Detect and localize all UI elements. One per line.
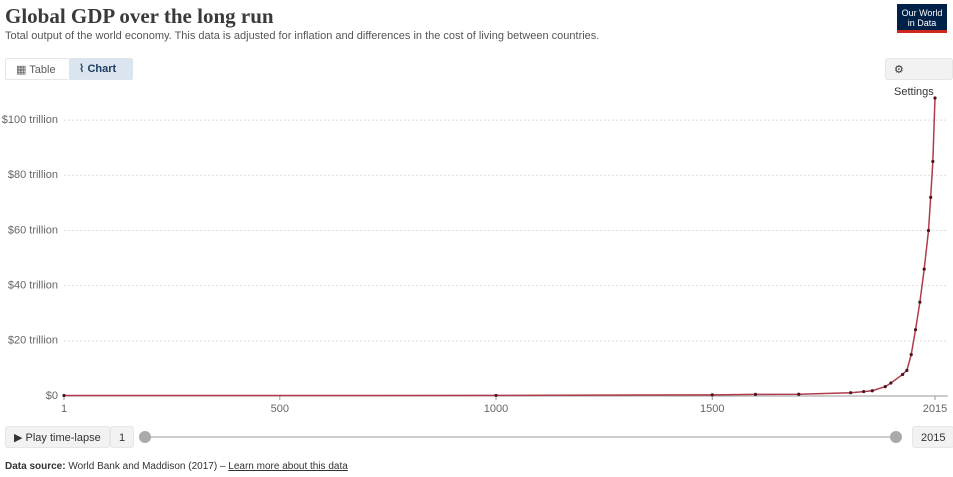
timeline-handle[interactable] — [890, 431, 902, 443]
data-point — [926, 228, 931, 233]
logo-line: Our World — [901, 8, 943, 18]
play-label: Play time-lapse — [25, 432, 101, 444]
source-label: Data source: — [5, 461, 66, 472]
tab-label: Chart — [87, 63, 117, 75]
data-point — [929, 195, 933, 199]
data-point — [931, 159, 935, 164]
x-tick-label: 1 — [61, 403, 67, 415]
data-point — [918, 300, 922, 304]
tab-label: Table — [29, 64, 56, 76]
title: Global GDP over the long run — [5, 4, 274, 28]
tab-chart[interactable]: ⌇ Chart — [69, 58, 133, 80]
y-tick-label: $100 trillion — [2, 114, 58, 126]
y-tick-label: $60 trillion — [8, 224, 58, 236]
data-point — [883, 385, 887, 389]
source: World Bank and Maddison (2017) — [68, 461, 218, 472]
x-tick-label: 500 — [271, 403, 289, 415]
data-point — [870, 389, 874, 393]
learn-more[interactable]: Learn more about this data — [228, 461, 348, 472]
data-line — [63, 97, 936, 397]
timeline-handle[interactable] — [139, 431, 151, 443]
data-point — [797, 392, 801, 396]
y-tick-label: $0 — [46, 390, 58, 402]
x-tick-label: 2015 — [923, 403, 947, 415]
settings-label: Settings — [894, 86, 934, 98]
logo[interactable]: Our World in Data — [897, 4, 947, 33]
timeline-start: 1 — [110, 426, 135, 448]
play-button[interactable]: ▶ Play time-lapse — [5, 426, 110, 448]
separator: – — [219, 461, 226, 472]
subtitle: Total output of the world economy. This … — [5, 30, 600, 42]
data-point — [933, 96, 937, 100]
data-point — [753, 392, 758, 396]
data-point — [889, 381, 893, 385]
x-tick-label: 1500 — [700, 403, 724, 415]
x-tick-label: 1000 — [484, 403, 508, 415]
y-tick-label: $20 trillion — [8, 335, 58, 347]
data-point — [922, 267, 926, 271]
data-point — [909, 353, 913, 357]
data-point — [862, 389, 866, 394]
tab-table[interactable]: ▦ Table — [5, 58, 69, 80]
timeline-end: 2015 — [912, 426, 953, 448]
y-tick-label: $40 trillion — [8, 280, 58, 292]
logo-line: in Data — [907, 18, 937, 28]
data-point — [710, 393, 714, 397]
data-point — [905, 368, 909, 372]
data-point — [62, 393, 66, 398]
data-point — [494, 393, 498, 398]
y-tick-label: $80 trillion — [8, 169, 58, 181]
data-point — [913, 328, 918, 332]
data-point — [900, 372, 905, 377]
footer: Data source: World Bank and Maddison (20… — [5, 461, 348, 472]
data-point — [849, 391, 853, 395]
